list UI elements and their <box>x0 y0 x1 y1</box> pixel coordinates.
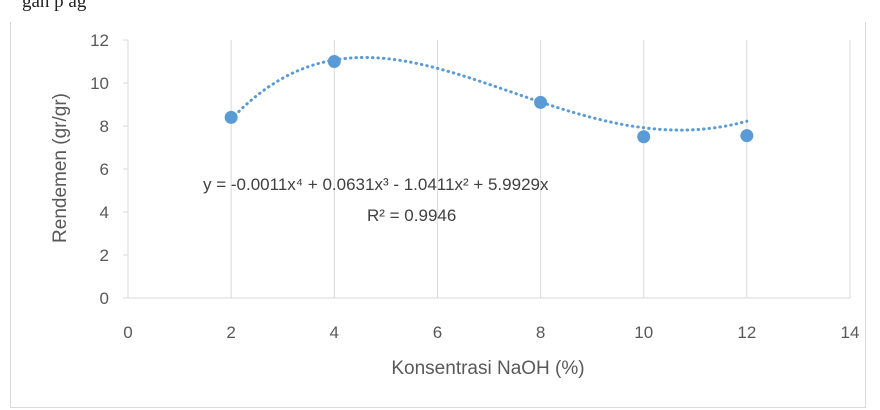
trendline-layer <box>229 55 749 132</box>
y-tick-label-2: 4 <box>100 203 109 222</box>
data-point-1 <box>327 55 341 68</box>
x-tick-label-6: 12 <box>737 323 756 342</box>
y-tick-label-5: 10 <box>90 74 109 93</box>
y-axis-title: Rendemen (gr/gr) <box>50 93 71 243</box>
x-tick-label-1: 2 <box>226 323 235 342</box>
caption-fragment: gan p ag <box>0 0 880 22</box>
chart-frame <box>10 22 866 408</box>
x-tick-label-3: 6 <box>433 323 442 342</box>
data-point-3 <box>637 130 651 144</box>
y-tick-label-1: 2 <box>100 246 109 265</box>
y-tick-label-0: 0 <box>100 289 109 308</box>
x-tick-label-2: 4 <box>330 323 339 342</box>
trendline-path <box>229 55 749 132</box>
y-tick-label-6: 12 <box>90 31 109 50</box>
x-tick-label-5: 10 <box>634 323 653 342</box>
grid-layer <box>123 39 851 299</box>
y-tick-label-3: 6 <box>100 160 109 179</box>
x-axis-title: Konsentrasi NaOH (%) <box>391 358 584 379</box>
caption-text: gan p ag <box>22 0 87 12</box>
x-tick-label-0: 0 <box>123 323 132 342</box>
data-point-4 <box>740 129 754 143</box>
point-layer <box>224 55 754 144</box>
trendline-equation: y = -0.0011x⁴ + 0.0631x³ - 1.0411x² + 5.… <box>203 175 549 194</box>
r-squared-label: R² = 0.9946 <box>367 206 456 225</box>
tick-label-layer: 0 2 4 6 8 10 12 0 2 4 6 8 10 12 14 <box>90 31 859 342</box>
y-tick-label-4: 8 <box>100 117 109 136</box>
data-point-2 <box>534 95 548 109</box>
x-tick-label-4: 8 <box>536 323 545 342</box>
data-point-0 <box>224 110 238 124</box>
x-tick-label-7: 14 <box>841 323 860 342</box>
